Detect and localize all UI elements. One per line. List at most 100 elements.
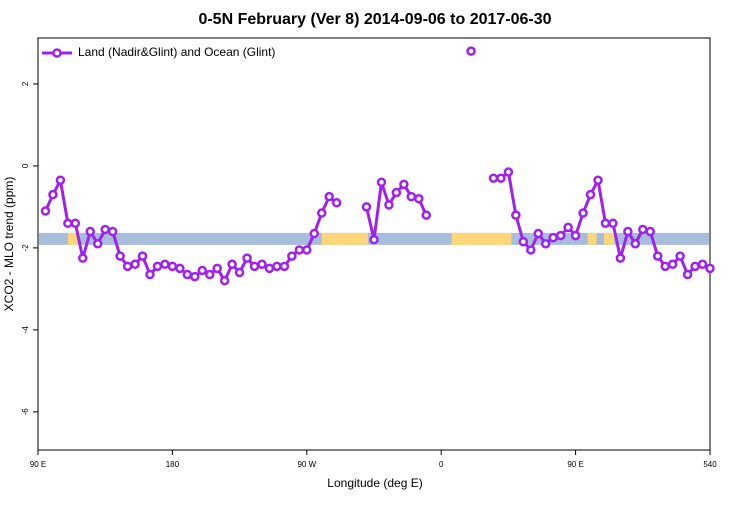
data-point [40,206,51,216]
data-point [399,179,409,190]
data-point [294,245,305,255]
data-point [421,210,432,220]
x-tick-label: 180 [166,460,180,469]
y-tick-label: -2 [21,244,30,252]
chart-title: 0-5N February (Ver 8) 2014-09-06 to 2017… [198,11,551,28]
data-point [540,239,551,249]
data-point [555,230,566,241]
data-point [219,275,230,286]
data-point [615,253,626,263]
data-point [115,251,125,261]
data-point [279,261,290,272]
data-point [137,251,148,261]
data-point [78,253,88,263]
data-point [570,230,581,241]
data-point [503,167,514,177]
data-point [152,261,163,272]
data-point [55,175,66,186]
data-point [518,236,529,247]
data-point [391,187,402,198]
data-point [316,208,327,218]
data-point [488,173,499,183]
data-point [197,265,208,276]
x-tick-label: 90 E [567,460,583,469]
data-point [697,259,708,270]
data-point [675,251,685,261]
land-band [321,232,369,245]
y-tick-label: 2 [21,81,30,86]
data-point [107,226,118,237]
y-tick-label: -4 [21,326,30,334]
data-point [130,259,140,270]
data-point [324,191,334,202]
data-point [227,259,237,270]
data-point [70,218,81,229]
data-point [660,261,670,272]
data-point [175,263,185,274]
data-point [212,263,222,274]
data-point [257,259,267,270]
data-point [204,269,215,280]
data-point [690,261,700,272]
data-point [264,263,275,274]
data-point [190,271,200,282]
land-band [603,232,615,245]
data-point [63,218,73,229]
y-tick-label: -6 [21,408,30,416]
data-point [331,198,342,208]
land-band [67,232,80,245]
data-point [309,228,320,239]
data-point [652,251,663,261]
data-point [578,208,588,218]
data-point [630,239,641,249]
data-point [92,239,103,249]
x-tick-label: 90 E [30,460,46,469]
data-point [496,173,506,183]
data-point [182,269,193,280]
data-point [145,269,155,280]
data-point [623,226,633,237]
x-axis-label: Longitude (deg E) [327,476,422,490]
y-tick-label: 0 [21,163,30,168]
data-point [667,259,678,270]
data-point [638,224,648,235]
data-point [234,267,245,278]
data-point [533,228,544,239]
data-point [167,261,178,272]
data-point [563,222,573,233]
data-point [160,259,170,270]
data-point [122,261,133,272]
data-point [287,251,297,261]
data-point [645,226,656,237]
data-point [511,210,521,220]
x-tick-label: 0 [439,460,444,469]
data-point [682,269,693,280]
x-tick-label: 90 W [297,460,316,469]
data-point [526,245,536,255]
data-point [414,193,424,204]
data-point [600,218,611,229]
x-tick-label: 540 [703,460,717,469]
data-point [48,189,58,200]
data-point [242,253,252,263]
data-point [548,232,558,243]
plot-frame [37,37,711,451]
data-point [466,46,476,56]
data-point [593,175,603,186]
data-point [608,218,618,229]
data-point [705,263,715,274]
data-point [376,177,387,188]
land-band [587,232,597,245]
data-point [85,226,96,237]
data-point [369,234,379,245]
data-point [361,202,372,212]
data-point [272,261,282,272]
data-point [249,261,260,272]
y-axis-label: XCO2 - MLO trend (ppm) [2,177,16,312]
legend-label: Land (Nadir&Glint) and Ocean (Glint) [78,45,275,59]
data-point [100,224,110,235]
data-point [406,191,417,202]
data-point [384,200,394,210]
